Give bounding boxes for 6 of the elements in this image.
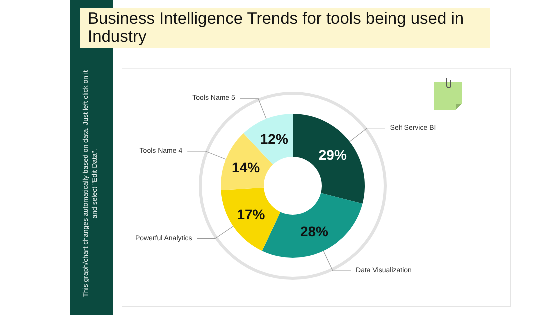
data-label: 17% <box>237 206 266 222</box>
chart-title: Business Intelligence Trends for tools being used in Industry <box>80 8 490 48</box>
data-label: 14% <box>232 159 261 176</box>
data-label: 12% <box>260 131 289 148</box>
data-label: 29% <box>318 147 348 164</box>
data-label: 28% <box>300 224 330 240</box>
